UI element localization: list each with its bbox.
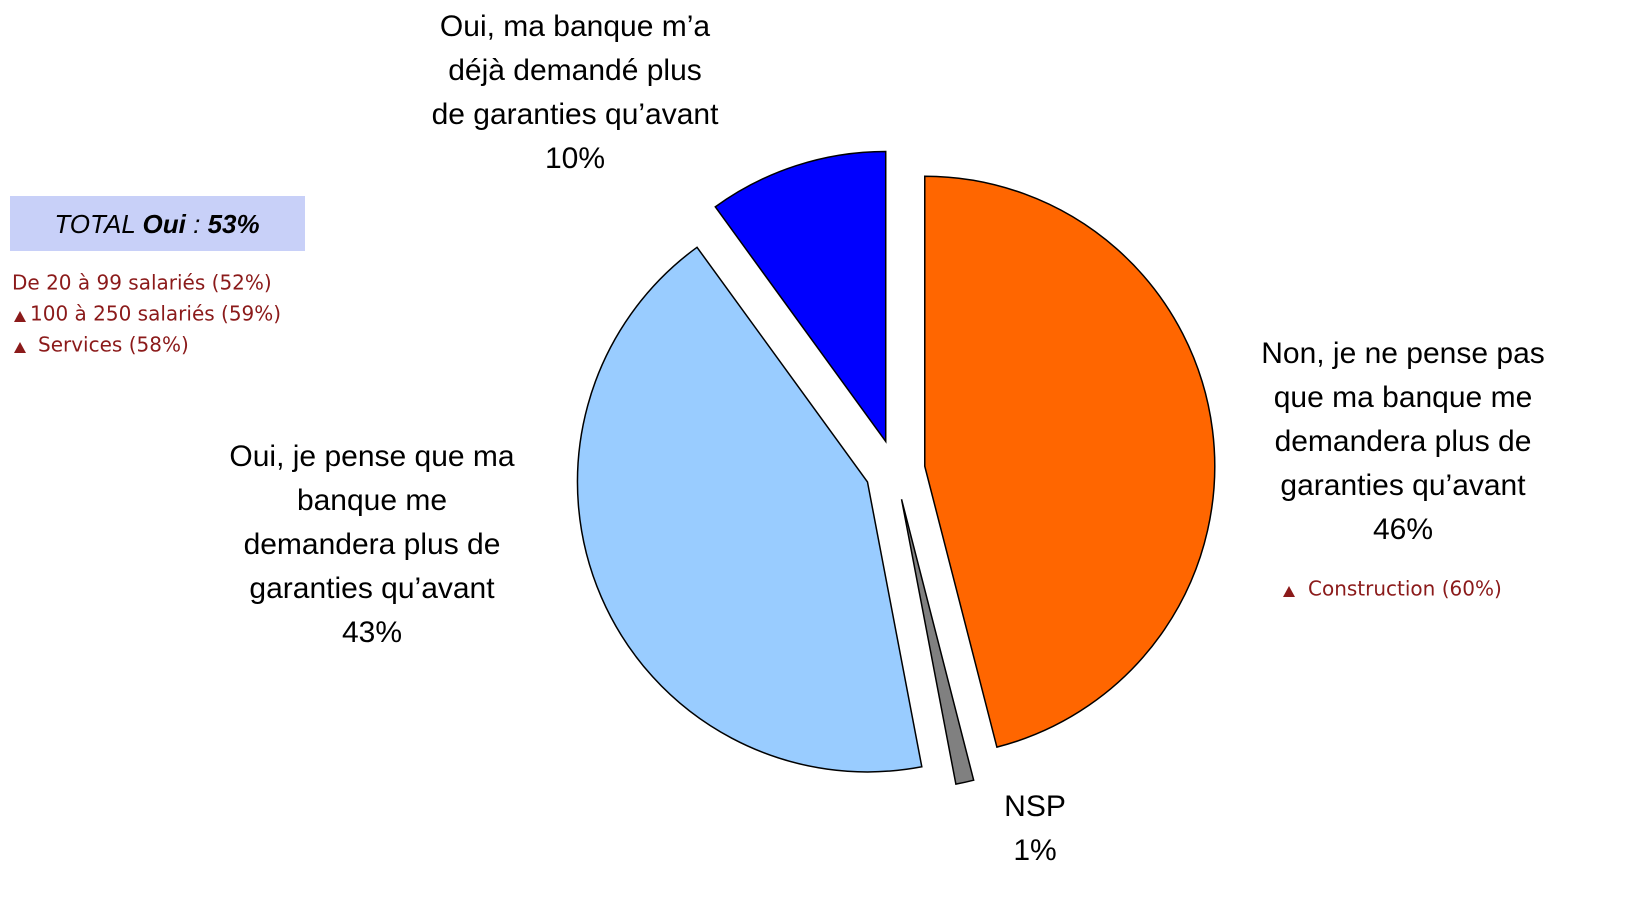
up-marker — [14, 311, 26, 322]
pie-slice — [900, 499, 975, 786]
up-marker — [1283, 586, 1295, 597]
slice-label: Oui, je pense que ma — [229, 440, 514, 473]
pie-slice — [576, 246, 923, 773]
slice-label: déjà demandé plus — [448, 54, 702, 87]
slice-label: que ma banque me — [1274, 381, 1533, 414]
slice-label: garanties qu’avant — [249, 572, 495, 605]
slice-label: banque me — [297, 484, 447, 517]
note: 100 à 250 salariés (59%) — [30, 302, 281, 326]
total-word: Oui — [143, 209, 187, 239]
note: Construction (60%) — [1308, 577, 1502, 601]
slice-label: NSP — [1004, 790, 1066, 823]
pie-slice — [924, 175, 1216, 749]
slice-value-label: 43% — [342, 616, 402, 649]
slice-label: Non, je ne pense pas — [1261, 337, 1545, 370]
slice-label: de garanties qu’avant — [432, 98, 720, 131]
slice-label: demandera plus de — [1275, 425, 1532, 458]
slice-label: garanties qu’avant — [1280, 469, 1526, 502]
note: De 20 à 99 salariés (52%) — [12, 271, 272, 295]
slice-label: demandera plus de — [244, 528, 501, 561]
up-marker — [14, 342, 26, 353]
total-value: 53% — [208, 209, 260, 239]
slice-label: Oui, ma banque m’a — [440, 10, 710, 43]
note: Services (58%) — [38, 333, 189, 357]
slice-value-label: 46% — [1373, 513, 1433, 546]
total-text: TOTAL Oui : 53% — [54, 209, 259, 239]
total-prefix: TOTAL — [54, 209, 142, 239]
slice-value-label: 1% — [1013, 834, 1056, 867]
total-sep: : — [186, 209, 208, 239]
slice-value-label: 10% — [545, 142, 605, 175]
total-box — [10, 196, 305, 251]
pie-slice — [714, 150, 887, 444]
